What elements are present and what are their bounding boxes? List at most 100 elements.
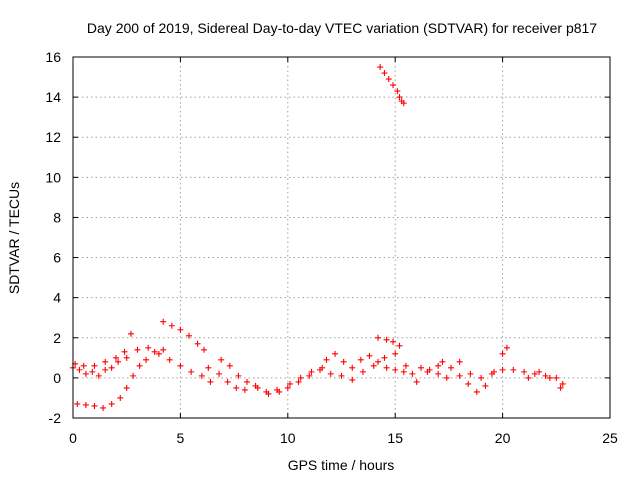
y-tick-label: 12 [45,129,61,145]
chart-title: Day 200 of 2019, Sidereal Day-to-day VTE… [87,20,597,36]
x-tick-label: 0 [69,430,77,446]
data-point [168,322,175,329]
data-point [306,372,313,379]
data-point [413,378,420,385]
data-point [74,400,81,407]
data-point [241,386,248,393]
data-point [456,358,463,365]
plot-frame [72,56,611,419]
data-point [557,384,564,391]
data-point [123,384,130,391]
data-point [265,390,272,397]
data-point [201,346,208,353]
data-point [392,350,399,357]
y-tick-label: 4 [53,290,61,306]
data-point [160,318,167,325]
data-point [95,372,102,379]
data-point [381,70,388,77]
data-point [121,348,128,355]
data-point [394,88,401,95]
data-point [323,356,330,363]
data-point [488,370,495,377]
x-tick-label: 15 [387,430,403,446]
data-point [392,366,399,373]
data-point [117,394,124,401]
data-point [465,380,472,387]
y-tick-label: 0 [53,370,61,386]
data-point [319,364,326,371]
data-point [205,364,212,371]
data-point [349,376,356,383]
tick-layer: 0 5 10 15 20 25 -2 0 2 4 6 8 10 12 14 16 [45,49,618,446]
y-tick-label: -2 [49,410,62,426]
data-point [134,346,141,353]
data-point [160,346,167,353]
data-point [525,374,532,381]
data-point [435,362,442,369]
data-point [80,362,87,369]
data-point [143,356,150,363]
data-point [308,368,315,375]
data-point [443,374,450,381]
data-point [521,368,528,375]
data-point [151,348,158,355]
data-point [76,366,83,373]
data-point [536,368,543,375]
data-point [409,370,416,377]
data-point [402,362,409,369]
data-point [130,372,137,379]
data-point [340,358,347,365]
data-point [478,374,485,381]
data-point [235,372,242,379]
data-point [383,364,390,371]
data-point [531,370,538,377]
data-point [243,378,250,385]
data-point [473,388,480,395]
data-point [482,382,489,389]
grid-layer [73,57,610,418]
y-tick-label: 14 [45,89,61,105]
data-point [188,368,195,375]
y-tick-label: 6 [53,250,61,266]
data-point [375,334,382,341]
data-point [542,372,549,379]
data-point [327,370,334,377]
data-point [357,356,364,363]
data-point [439,358,446,365]
data-point [435,370,442,377]
data-point [417,364,424,371]
data-point [503,344,510,351]
data-point [177,362,184,369]
y-tick-label: 2 [53,330,61,346]
data-point [390,338,397,345]
data-point [185,332,192,339]
data-point [510,366,517,373]
data-point [91,402,98,409]
y-axis-label: SDTVAR / TECUs [6,182,22,294]
data-point [424,368,431,375]
data-point [284,384,291,391]
data-point [377,64,384,71]
data-point [91,362,98,369]
data-point [226,362,233,369]
y-tick-label: 16 [45,49,61,65]
data-point [102,358,109,365]
data-point [112,354,119,361]
data-point [366,352,373,359]
data-point [375,358,382,365]
data-point [194,340,201,347]
data-point [467,370,474,377]
data-point [145,344,152,351]
data-point [224,378,231,385]
data-point [396,94,403,101]
data-point [499,350,506,357]
data-point [198,372,205,379]
data-point [396,342,403,349]
data-point [546,374,553,381]
y-tick-label: 8 [53,209,61,225]
data-point [297,374,304,381]
data-point [100,404,107,411]
data-point [233,384,240,391]
data-point [108,400,115,407]
